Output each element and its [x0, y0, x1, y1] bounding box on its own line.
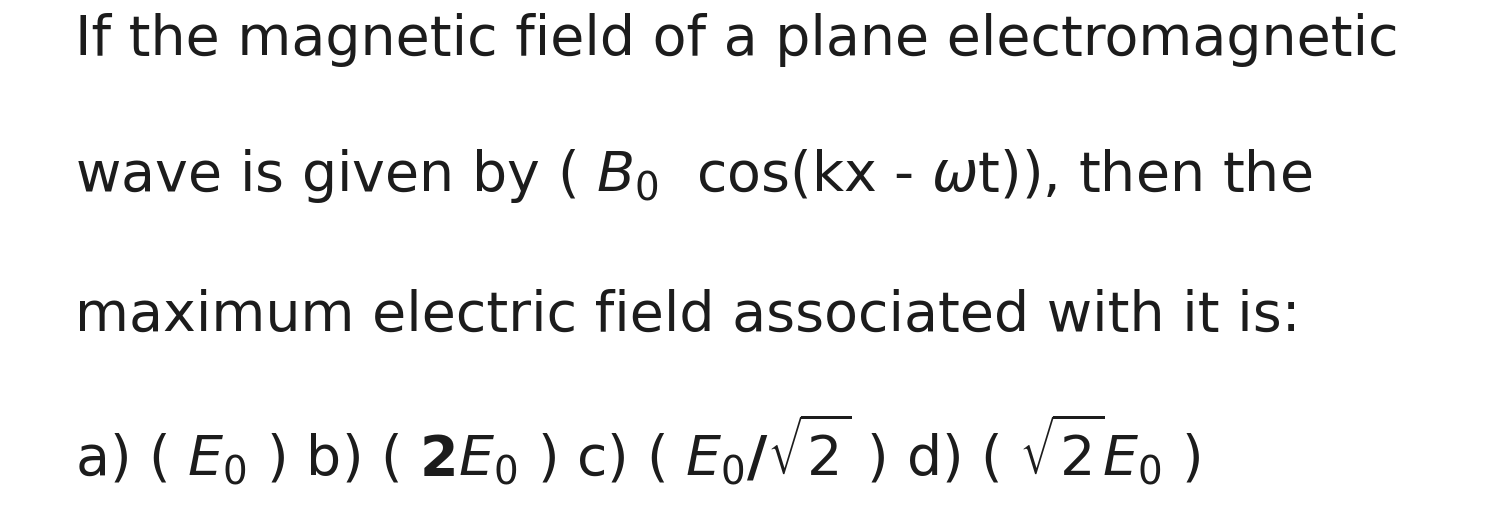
Text: a) ( $\boldsymbol{E_0}$ ) b) ( $\boldsymbol{2E_0}$ ) c) ( $\boldsymbol{E_0/\sqrt: a) ( $\boldsymbol{E_0}$ ) b) ( $\boldsym…: [75, 412, 1200, 486]
Text: maximum electric field associated with it is:: maximum electric field associated with i…: [75, 289, 1300, 343]
Text: wave is given by ( $\boldsymbol{B_0}$  cos(kx - $\omega$t)), then the: wave is given by ( $\boldsymbol{B_0}$ co…: [75, 147, 1312, 205]
Text: If the magnetic field of a plane electromagnetic: If the magnetic field of a plane electro…: [75, 13, 1398, 67]
